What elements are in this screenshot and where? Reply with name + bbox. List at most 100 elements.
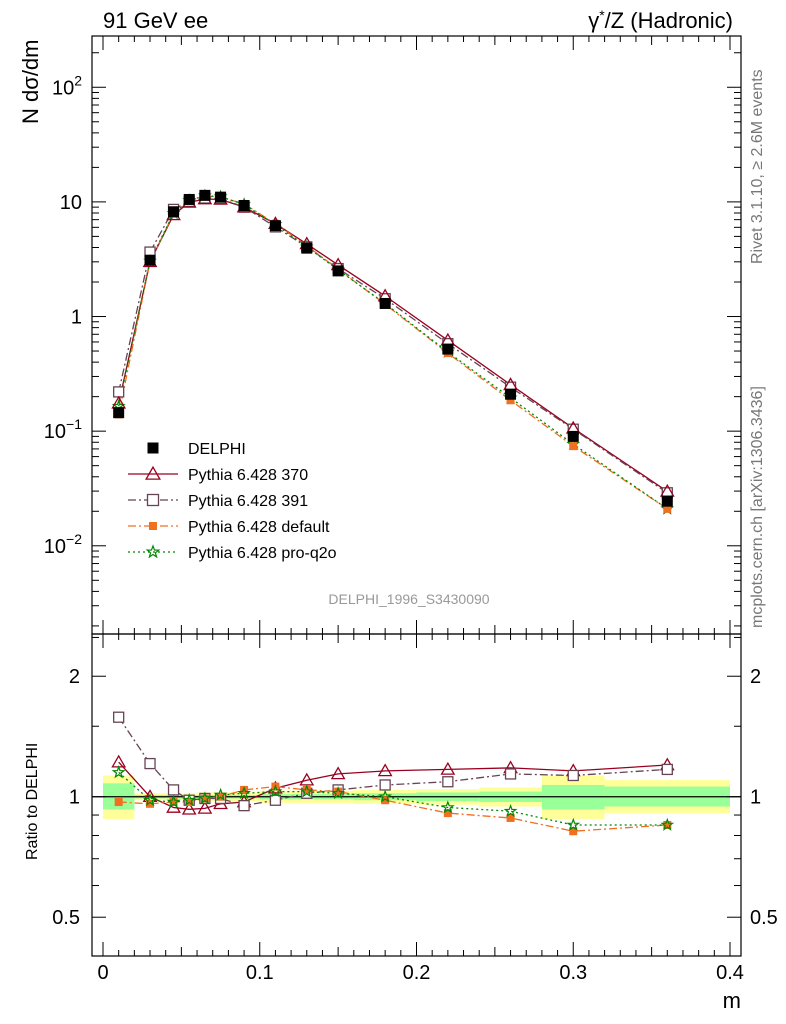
ratio-line-series-3	[118, 771, 668, 826]
legend-marker-4	[145, 544, 161, 559]
rivet-label: Rivet 3.1.10, ≥ 2.6M events	[749, 69, 766, 264]
analysis-watermark: DELPHI_1996_S3430090	[328, 591, 489, 607]
main-series-group	[111, 188, 675, 515]
y-main-tick-label-3: 10	[60, 192, 82, 214]
ratio-point-s3-10	[378, 789, 393, 803]
legend-marker-2	[146, 493, 160, 507]
ratio-point-s1-2	[167, 784, 180, 796]
legend: DELPHI Pythia 6.428 370 Pythia 6.428 391 Py…	[128, 441, 337, 562]
ratio-point-s3-6	[237, 785, 251, 800]
x-tick-label-1: 0.1	[246, 962, 274, 984]
ratio-point-s2-4	[200, 794, 209, 803]
ratio-point-s2-2	[169, 798, 178, 807]
main-point-s0-9	[332, 265, 344, 277]
ratio-point-s2-0	[114, 798, 123, 807]
ratio-point-s3-14	[660, 817, 675, 831]
energy-label: 91 GeV ee	[103, 8, 208, 33]
ratio-point-s1-14	[661, 763, 673, 776]
ratio-point-s3-13	[566, 817, 581, 831]
ratio-y-axis-title: Ratio to DELPHI	[24, 743, 41, 860]
ratio-point-s1-13	[567, 769, 579, 782]
y-main-tick-label-0: 10−2	[44, 531, 82, 558]
y-main-tick-label-4: 102	[52, 72, 82, 99]
ratio-point-s0-4	[197, 800, 213, 814]
main-point-s2-0	[113, 386, 125, 398]
ratio-point-s3-2	[166, 794, 181, 808]
ratio-point-s1-12	[504, 768, 517, 780]
ratio-point-s1-11	[442, 776, 454, 788]
y-ratio-tick-label-left-1: 1	[69, 787, 80, 809]
axis-ticks	[92, 36, 741, 957]
process-label: γ*/Z (Hadronic)	[588, 7, 733, 33]
y-ratio-tick-label-right-1: 1	[750, 787, 761, 809]
ratio-frame	[91, 633, 742, 957]
ratio-point-s0-9	[330, 766, 346, 780]
ratio-point-s2-9	[334, 787, 343, 796]
y-main-tick-label-2: 1	[71, 307, 82, 329]
main-y-axis-title: N dσ/dm	[18, 40, 43, 125]
ratio-point-s1-10	[379, 779, 391, 791]
y-ratio-tick-label-left-0: 0.5	[52, 907, 80, 929]
main-point-s0-13	[567, 430, 579, 442]
y-main-tick-label-1: 10−1	[44, 416, 82, 443]
ratio-point-s2-12	[506, 813, 515, 822]
ratio-point-s1-1	[144, 757, 156, 770]
ratio-point-s3-4	[198, 791, 212, 805]
main-line-series-3	[118, 195, 668, 510]
ratio-point-s3-3	[182, 792, 197, 807]
ratio-point-s2-6	[240, 785, 249, 794]
ratio-point-s3-8	[299, 784, 314, 798]
plot-frames	[91, 35, 742, 957]
legend-marker-0	[147, 442, 159, 454]
ratio-point-s3-1	[143, 792, 158, 807]
legend-marker-3	[149, 522, 157, 530]
ratio-point-s2-10	[381, 796, 390, 805]
ratio-point-s2-11	[443, 809, 452, 818]
main-point-s0-8	[301, 242, 313, 254]
y-ratio-tick-label-right-0: 0.5	[750, 907, 778, 929]
ratio-point-s3-7	[268, 784, 283, 798]
ratio-point-s3-11	[440, 800, 455, 814]
ratio-point-s0-10	[377, 763, 393, 777]
legend-label-4: Pythia 6.428 pro-q2o	[188, 545, 337, 562]
ratio-point-s2-13	[569, 827, 578, 836]
main-point-s0-4	[199, 189, 211, 201]
main-point-s0-12	[505, 388, 517, 400]
legend-label-2: Pythia 6.428 391	[188, 493, 308, 510]
ratio-point-s0-3	[181, 801, 197, 815]
main-point-s3-12	[506, 396, 515, 405]
legend-label-3: Pythia 6.428 default	[188, 519, 330, 536]
mcplots-label: mcplots.cern.ch [arXiv:1306.3436]	[749, 386, 766, 628]
ratio-point-s2-8	[302, 785, 311, 794]
ratio-point-s0-11	[440, 761, 456, 775]
ratio-point-s1-7	[269, 794, 282, 806]
ratio-point-s1-6	[238, 799, 250, 812]
x-axis-title: m	[723, 988, 741, 1013]
main-point-s0-3	[183, 193, 195, 205]
ratio-point-s2-1	[146, 799, 155, 808]
y-ratio-tick-label-left-2: 2	[69, 666, 80, 688]
main-line-series-4	[118, 195, 668, 510]
main-point-s0-1	[144, 254, 156, 266]
main-point-s0-7	[269, 220, 281, 232]
main-point-s3-13	[569, 442, 578, 451]
ratio-point-s3-9	[331, 785, 346, 800]
ratio-point-s3-0	[111, 765, 126, 779]
main-point-s0-11	[442, 343, 454, 355]
main-point-s0-0	[113, 407, 125, 419]
main-point-s0-14	[661, 495, 673, 507]
axis-tick-labels: 0 0.1 0.2 0.3 0.4 10−2 10−1 1 10 102 0.5 0.5 1 1 2 2	[44, 72, 778, 984]
legend-label-0: DELPHI	[188, 441, 246, 458]
x-tick-label-4: 0.4	[716, 962, 744, 984]
y-ratio-tick-label-right-2: 2	[750, 666, 761, 688]
x-tick-label-0: 0	[97, 962, 108, 984]
legend-label-1: Pythia 6.428 370	[188, 467, 308, 484]
ratio-point-s2-14	[663, 820, 672, 829]
ratio-point-s3-12	[503, 803, 518, 818]
ratio-point-s3-5	[213, 787, 228, 801]
main-point-s0-2	[168, 206, 180, 218]
legend-marker-1	[145, 465, 161, 480]
main-point-s3-14	[663, 504, 672, 513]
x-tick-label-3: 0.3	[559, 962, 587, 984]
